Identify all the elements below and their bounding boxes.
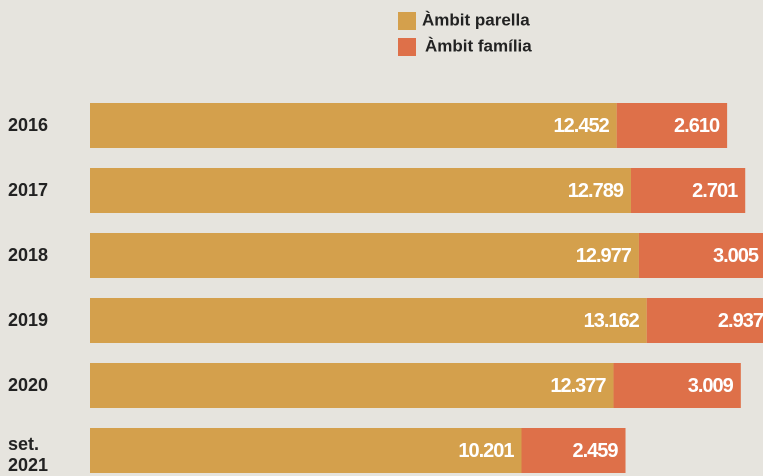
bar-segment: [90, 298, 647, 343]
bar-segment: [90, 168, 631, 213]
category-label: 2016: [8, 115, 49, 135]
legend-label: Àmbit parella: [422, 10, 530, 29]
value-label: 2.937: [718, 310, 763, 332]
value-label: 3.005: [713, 245, 759, 267]
value-label: 12.977: [576, 245, 632, 267]
category-label: 2017: [8, 180, 49, 200]
value-label: 10.201: [458, 440, 514, 462]
value-label: 13.162: [584, 310, 640, 332]
bar-segment: [630, 168, 746, 213]
bar-segment: [646, 298, 763, 343]
category-label: 2020: [8, 375, 49, 395]
value-label: 2.610: [674, 115, 720, 137]
legend-label: Àmbit família: [425, 36, 532, 55]
category-label: 2018: [8, 245, 49, 265]
value-label: 12.452: [554, 115, 610, 137]
legend-swatch: [398, 38, 416, 56]
value-label: 2.459: [572, 440, 618, 462]
category-label: set. 2021: [8, 433, 49, 475]
bar-segment: [638, 233, 763, 278]
bar-segment: [616, 103, 728, 148]
value-label: 3.009: [688, 375, 734, 397]
category-label: 2019: [8, 310, 49, 330]
bar-segment: [613, 363, 741, 408]
bar-segment: [521, 428, 626, 473]
value-label: 12.377: [550, 375, 606, 397]
bar-segment: [90, 233, 639, 278]
value-label: 2.701: [692, 180, 738, 202]
bar-segment: [90, 103, 617, 148]
bar-segment: [90, 428, 522, 473]
value-label: 12.789: [568, 180, 624, 202]
legend-swatch: [398, 12, 416, 30]
bar-segment: [90, 363, 614, 408]
